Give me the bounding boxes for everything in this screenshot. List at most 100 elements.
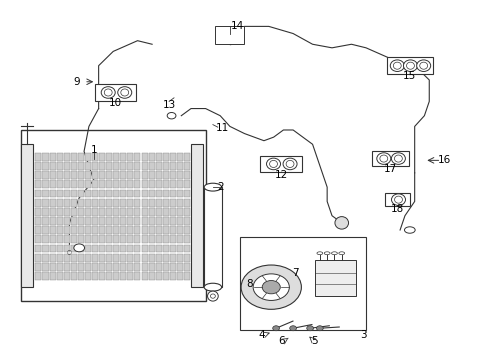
Bar — [141, 180, 147, 188]
Bar — [49, 153, 56, 161]
Text: 6: 6 — [278, 337, 285, 346]
Bar — [384, 193, 409, 206]
Bar — [63, 254, 70, 262]
Bar — [113, 263, 119, 271]
Bar — [134, 226, 140, 234]
Bar — [99, 217, 105, 225]
Text: 3: 3 — [360, 330, 366, 340]
Bar — [35, 208, 41, 216]
Ellipse shape — [394, 155, 402, 162]
Bar — [141, 153, 147, 161]
Bar — [134, 254, 140, 262]
Bar — [63, 226, 70, 234]
Bar — [183, 153, 189, 161]
Bar — [183, 272, 189, 280]
Bar — [120, 162, 126, 170]
Bar — [177, 153, 183, 161]
Bar — [169, 263, 176, 271]
Text: 1: 1 — [90, 145, 97, 155]
Bar — [215, 26, 244, 44]
Circle shape — [262, 280, 280, 294]
Bar — [78, 162, 84, 170]
Bar — [183, 171, 189, 179]
Bar — [113, 254, 119, 262]
Bar — [203, 187, 221, 287]
Bar — [99, 180, 105, 188]
Bar — [92, 272, 98, 280]
Bar — [78, 226, 84, 234]
Bar — [99, 245, 105, 252]
Bar — [155, 254, 162, 262]
Bar — [49, 171, 56, 179]
Bar — [183, 235, 189, 243]
Bar — [35, 263, 41, 271]
Bar — [155, 171, 162, 179]
Bar — [85, 180, 91, 188]
Text: 7: 7 — [292, 268, 298, 278]
Bar — [191, 144, 203, 287]
Bar — [57, 199, 62, 207]
Ellipse shape — [379, 155, 387, 162]
Bar — [71, 190, 77, 197]
Bar — [148, 208, 154, 216]
Bar — [127, 272, 133, 280]
Text: 8: 8 — [245, 279, 252, 289]
Bar — [134, 190, 140, 197]
Bar — [92, 199, 98, 207]
Bar — [106, 180, 112, 188]
Bar — [57, 235, 62, 243]
Ellipse shape — [391, 194, 405, 206]
Bar — [163, 180, 168, 188]
Bar — [134, 199, 140, 207]
Bar — [155, 217, 162, 225]
Ellipse shape — [324, 252, 329, 255]
Bar — [106, 190, 112, 197]
Bar — [113, 162, 119, 170]
Bar — [78, 171, 84, 179]
Bar — [57, 217, 62, 225]
Bar — [71, 199, 77, 207]
Bar — [177, 245, 183, 252]
Ellipse shape — [104, 89, 112, 96]
Bar — [71, 235, 77, 243]
Bar — [155, 226, 162, 234]
Bar — [63, 263, 70, 271]
Bar — [42, 226, 48, 234]
Bar — [127, 171, 133, 179]
Bar — [260, 156, 301, 172]
Bar — [71, 254, 77, 262]
Bar — [35, 272, 41, 280]
Bar — [92, 263, 98, 271]
Bar — [92, 190, 98, 197]
Bar — [134, 272, 140, 280]
Bar — [57, 263, 62, 271]
Bar — [35, 190, 41, 197]
Bar — [120, 153, 126, 161]
Bar — [49, 245, 56, 252]
Bar — [113, 226, 119, 234]
Bar — [163, 171, 168, 179]
Bar — [49, 272, 56, 280]
Bar — [63, 199, 70, 207]
Bar — [92, 180, 98, 188]
Bar — [141, 217, 147, 225]
Bar — [120, 171, 126, 179]
Ellipse shape — [416, 60, 430, 72]
Bar — [148, 235, 154, 243]
Bar — [85, 245, 91, 252]
Bar — [78, 217, 84, 225]
Bar — [134, 217, 140, 225]
Bar — [92, 153, 98, 161]
Bar — [113, 199, 119, 207]
Text: 18: 18 — [390, 203, 404, 213]
Bar — [169, 180, 176, 188]
Bar — [42, 245, 48, 252]
Bar — [127, 153, 133, 161]
Bar — [57, 245, 62, 252]
Bar — [183, 263, 189, 271]
Bar — [148, 254, 154, 262]
Text: 15: 15 — [403, 71, 416, 81]
Bar — [78, 190, 84, 197]
Bar — [42, 153, 48, 161]
Bar — [63, 208, 70, 216]
